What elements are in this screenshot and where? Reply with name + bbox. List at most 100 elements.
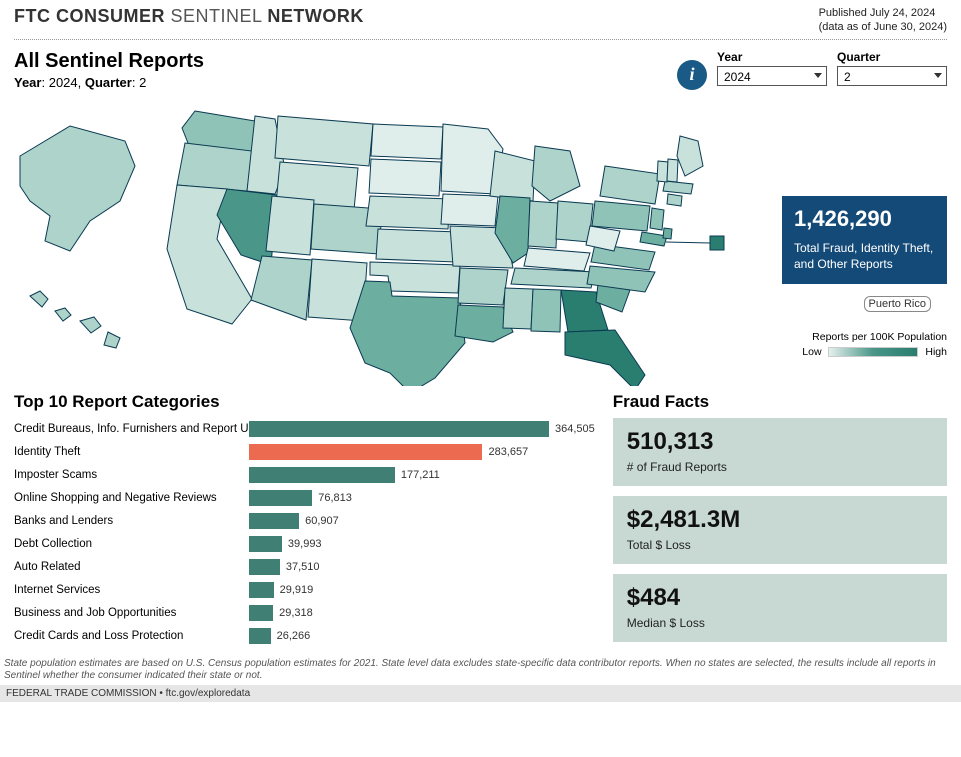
state-TN[interactable]	[511, 268, 595, 288]
bar-track: 26,266	[249, 628, 595, 644]
category-label: Internet Services	[14, 584, 249, 596]
categories-column: Top 10 Report Categories Credit Bureaus,…	[14, 392, 595, 652]
state-AZ[interactable]	[251, 256, 312, 320]
bar-value: 76,813	[318, 492, 352, 504]
year-label: Year	[14, 75, 41, 90]
info-icon[interactable]: i	[677, 60, 707, 90]
bar-fill	[249, 444, 482, 460]
state-ND[interactable]	[371, 124, 443, 159]
legend-scale: Low High	[802, 346, 947, 358]
published-date: Published July 24, 2024	[819, 6, 947, 20]
category-row[interactable]: Credit Cards and Loss Protection26,266	[14, 625, 595, 648]
bar-value: 39,993	[288, 538, 322, 550]
category-label: Online Shopping and Negative Reviews	[14, 492, 249, 504]
puerto-rico-label[interactable]: Puerto Rico	[864, 296, 931, 312]
state-MI[interactable]	[532, 146, 580, 201]
fact-label: # of Fraud Reports	[627, 460, 933, 474]
state-DC[interactable]	[710, 236, 724, 250]
category-label: Banks and Lenders	[14, 515, 249, 527]
year-dropdown-group: Year 2024	[717, 50, 827, 86]
state-UT[interactable]	[266, 196, 314, 255]
fact-card: $484Median $ Loss	[613, 574, 947, 642]
bar-track: 29,318	[249, 605, 595, 621]
bar-value: 60,907	[305, 515, 339, 527]
quarter-dropdown-value: 2	[844, 70, 851, 84]
state-KY[interactable]	[524, 248, 590, 271]
category-row[interactable]: Credit Bureaus, Info. Furnishers and Rep…	[14, 418, 595, 441]
bar-fill	[249, 628, 271, 644]
category-row[interactable]: Online Shopping and Negative Reviews 76,8…	[14, 487, 595, 510]
state-WV[interactable]	[586, 226, 620, 251]
state-IN[interactable]	[528, 201, 558, 248]
category-label: Imposter Scams	[14, 469, 249, 481]
quarter-dropdown-label: Quarter	[837, 50, 947, 64]
fact-value: 510,313	[627, 428, 933, 456]
state-HI[interactable]	[30, 291, 120, 348]
state-SD[interactable]	[369, 159, 441, 196]
legend-high: High	[925, 346, 947, 358]
bar-value: 364,505	[555, 423, 595, 435]
state-MS[interactable]	[503, 288, 533, 329]
us-choropleth-map[interactable]	[10, 96, 770, 386]
state-VT[interactable]	[657, 161, 668, 182]
bar-value: 177,211	[401, 469, 440, 481]
state-MT[interactable]	[275, 116, 373, 166]
state-CT[interactable]	[667, 194, 682, 206]
state-AR[interactable]	[458, 268, 508, 305]
bar-value: 283,657	[488, 446, 528, 458]
state-NY[interactable]	[600, 166, 660, 204]
state-TX[interactable]	[350, 281, 465, 386]
bar-fill	[249, 536, 282, 552]
category-label: Auto Related	[14, 561, 249, 573]
logo-part2: SENTINEL	[165, 6, 267, 26]
state-MA[interactable]	[663, 181, 693, 194]
state-NH[interactable]	[667, 159, 678, 182]
logo: FTC CONSUMER SENTINEL NETWORK	[14, 6, 364, 27]
category-row[interactable]: Identity Theft283,657	[14, 441, 595, 464]
state-AL[interactable]	[531, 289, 561, 332]
bar-track: 364,505	[249, 421, 595, 437]
state-PA[interactable]	[592, 201, 650, 231]
categories-barchart: Credit Bureaus, Info. Furnishers and Rep…	[14, 418, 595, 648]
category-row[interactable]: Imposter Scams 177,211	[14, 464, 595, 487]
bar-fill	[249, 582, 274, 598]
data-asof: (data as of June 30, 2024)	[819, 20, 947, 34]
map-section: 1,426,290 Total Fraud, Identity Theft, a…	[0, 96, 961, 386]
category-label: Credit Cards and Loss Protection	[14, 630, 249, 642]
category-row[interactable]: Banks and Lenders 60,907	[14, 510, 595, 533]
bar-value: 37,510	[286, 561, 320, 573]
fact-value: $2,481.3M	[627, 506, 933, 534]
quarter-label: Quarter	[85, 75, 132, 90]
state-ME[interactable]	[677, 136, 703, 176]
state-AK[interactable]	[20, 126, 135, 251]
bar-fill	[249, 421, 549, 437]
fact-card: $2,481.3MTotal $ Loss	[613, 496, 947, 564]
state-KS[interactable]	[376, 229, 458, 262]
state-DE[interactable]	[663, 228, 672, 239]
year-dropdown-value: 2024	[724, 70, 751, 84]
category-row[interactable]: Business and Job Opportunities29,318	[14, 602, 595, 625]
fact-value: $484	[627, 584, 933, 612]
state-NE[interactable]	[366, 196, 450, 229]
state-WI[interactable]	[490, 151, 535, 201]
legend-title: Reports per 100K Population	[802, 331, 947, 343]
category-row[interactable]: Debt Collection 39,993	[14, 533, 595, 556]
totals-number: 1,426,290	[794, 206, 935, 232]
year-dropdown[interactable]: 2024	[717, 66, 827, 86]
bar-value: 29,318	[279, 607, 313, 619]
state-IA[interactable]	[441, 194, 498, 226]
category-row[interactable]: Internet Services 29,919	[14, 579, 595, 602]
category-label: Debt Collection	[14, 538, 249, 550]
state-NJ[interactable]	[650, 208, 664, 230]
category-row[interactable]: Auto Related 37,510	[14, 556, 595, 579]
fact-card: 510,313 # of Fraud Reports	[613, 418, 947, 486]
state-FL[interactable]	[565, 330, 645, 386]
bar-value: 29,919	[280, 584, 314, 596]
footer: FEDERAL TRADE COMMISSION • ftc.gov/explo…	[0, 685, 961, 702]
page-title: All Sentinel Reports	[14, 50, 204, 73]
map-legend: Reports per 100K Population Low High	[802, 331, 947, 358]
state-OR[interactable]	[177, 143, 252, 191]
quarter-dropdown[interactable]: 2	[837, 66, 947, 86]
year-value: 2024	[49, 75, 78, 90]
categories-title: Top 10 Report Categories	[14, 392, 595, 412]
